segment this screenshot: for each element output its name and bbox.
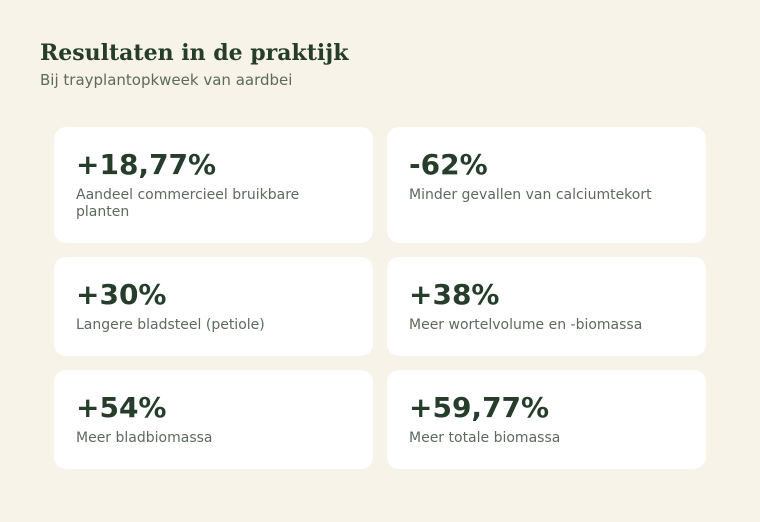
stat-label: Aandeel commercieel bruikbare planten <box>76 187 300 220</box>
stat-card: +38% Meer wortelvolume en -biomassa <box>387 257 706 356</box>
stat-label: Meer bladbiomassa <box>76 430 213 446</box>
title: Resultaten in de praktijk <box>40 40 349 66</box>
stat-label: Langere bladsteel (petiole) <box>76 317 265 333</box>
stat-card: +59,77% Meer totale biomassa <box>387 370 706 469</box>
subtitle: Bij trayplantopkweek van aardbei <box>40 71 293 89</box>
stat-label: Meer wortelvolume en -biomassa <box>409 317 643 333</box>
stat-value: +18,77% <box>76 148 217 181</box>
stat-card: +18,77% Aandeel commercieel bruikbare pla… <box>54 127 373 243</box>
stat-card: +30% Langere bladsteel (petiole) <box>54 257 373 356</box>
stat-value: +59,77% <box>409 391 550 424</box>
stat-value: +30% <box>76 278 167 311</box>
stat-value: -62% <box>409 148 488 181</box>
stat-card: -62% Minder gevallen van calciumtekort <box>387 127 706 243</box>
stat-value: +54% <box>76 391 167 424</box>
stat-card: +54% Meer bladbiomassa <box>54 370 373 469</box>
stat-value: +38% <box>409 278 500 311</box>
card-grid: +18,77% Aandeel commercieel bruikbare pla… <box>54 127 706 469</box>
stat-label: Minder gevallen van calciumtekort <box>409 187 652 203</box>
stat-label: Meer totale biomassa <box>409 430 561 446</box>
